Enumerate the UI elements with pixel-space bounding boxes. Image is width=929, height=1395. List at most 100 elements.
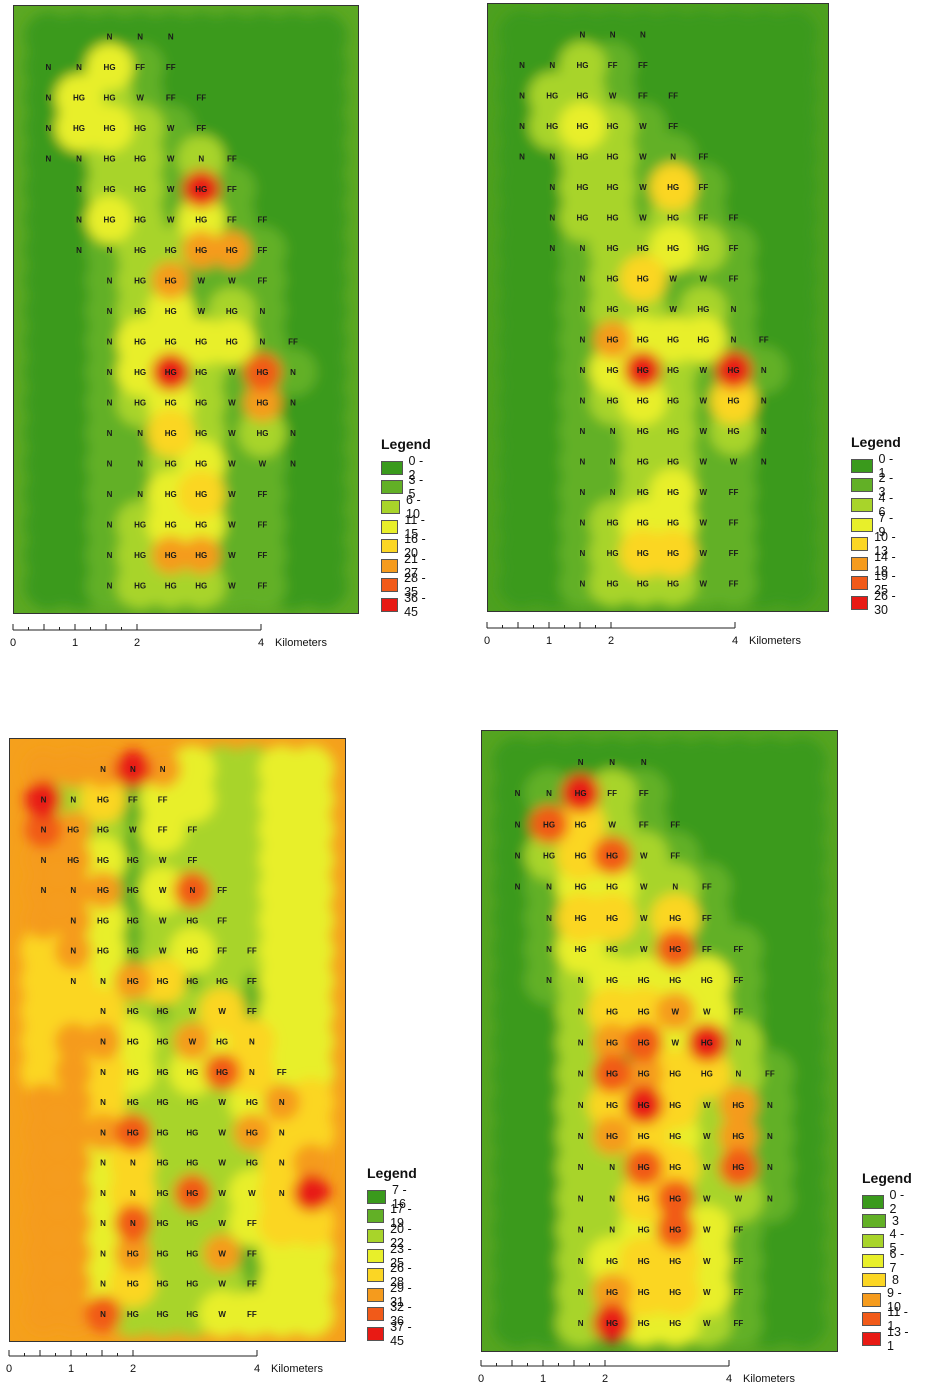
site-label: N [580,549,586,558]
site-label: N [279,1159,285,1168]
legend-label: 0 - 2 [408,453,424,482]
site-label: HG [195,490,207,499]
site-label: HG [728,366,740,375]
site-label: W [700,458,708,467]
site-label: HG [186,1310,198,1319]
site-label: HG [607,549,619,558]
site-label: N [100,1007,106,1016]
legend-swatch [381,578,399,593]
site-label: N [519,122,525,131]
site-label: HG [607,244,619,253]
site-label: N [100,977,106,986]
site-label: W [608,820,616,829]
site-label: N [578,1039,584,1048]
site-label: HG [195,246,207,255]
scale-unit-label: Kilometers [749,635,801,647]
site-label: W [735,1194,743,1203]
density-cell [25,1204,62,1242]
site-label: N [578,976,584,985]
legend-swatch [367,1228,385,1243]
map-frame: N N N N N HG FF FF N HG HG W FF FF N HG HG HG W FF N N HG HG W N F… [9,738,346,1342]
density-cell [54,1264,92,1303]
site-label: FF [247,947,257,956]
legend-item: 26 - 30 [851,589,901,617]
site-label: N [546,976,552,985]
site-label: HG [97,916,109,925]
density-cell [687,1023,727,1062]
site-label: W [640,883,648,892]
site-label: HG [606,1132,618,1141]
site-label: FF [733,1007,743,1016]
site-label: N [549,244,555,253]
legend-item: 14 - 18 [851,550,901,578]
density-cell [54,1113,92,1152]
site-label: FF [247,1219,257,1228]
site-label: HG [246,1128,258,1137]
site-label: HG [543,820,555,829]
site-label: N [578,1070,584,1079]
site-label: FF [729,519,739,528]
site-label: FF [258,582,268,591]
site-label: W [198,276,206,285]
site-label: FF [733,1288,743,1297]
density-cell [79,1078,127,1126]
site-label: W [228,429,236,438]
site-label: W [640,914,648,923]
legend-swatch [367,1326,385,1341]
site-label: HG [576,213,588,222]
site-label: N [100,1038,106,1047]
legend-label: 26 - 30 [874,588,896,617]
site-label: N [761,427,767,436]
density-cell [624,1085,664,1125]
site-label: HG [667,366,679,375]
site-label: N [46,124,52,133]
scale-tick-label: 4 [258,637,264,649]
site-label: N [107,338,113,347]
site-label: N [168,32,174,41]
site-label: FF [258,490,268,499]
site-label: HG [195,429,207,438]
site-label: W [136,93,144,102]
density-cell [54,931,92,970]
map-frame: N N N N N HG FF FF N HG HG W FF FF N HG HG HG W FF N N HG HG W N F… [487,3,829,612]
site-label: W [218,1098,226,1107]
legend-label: 28 - 35 [404,571,426,600]
site-label: N [515,789,521,798]
site-label: HG [165,307,177,316]
site-label: N [578,1163,584,1172]
site-label: W [639,183,647,192]
site-label: HG [667,458,679,467]
legend-swatch [367,1189,387,1204]
legend-label: 6 - 10 [406,492,421,521]
density-cell [139,866,186,914]
site-label: N [580,580,586,589]
site-label: N [290,429,296,438]
legend-label: 11 - 15 [404,512,425,541]
site-label: N [580,244,586,253]
site-label: N [761,397,767,406]
site-label: N [100,1219,106,1228]
density-cell [169,775,216,823]
density-cell [233,1113,271,1152]
site-label: FF [729,488,739,497]
site-label: HG [606,945,618,954]
site-label: HG [127,916,139,925]
legend-item: 28 - 35 [381,571,431,599]
scale-bar: 0 1 2 4 Kilometers [476,1360,816,1395]
site-label: N [580,397,586,406]
site-label: N [100,765,106,774]
site-label: W [167,215,175,224]
site-label: HG [165,368,177,377]
site-label: N [160,765,166,774]
site-label: FF [670,852,680,861]
site-label: N [107,276,113,285]
site-label: HG [637,366,649,375]
density-cell [263,1083,301,1121]
site-label: N [515,852,521,861]
site-label: HG [134,551,146,560]
site-label: FF [698,213,708,222]
site-label: N [578,1226,584,1235]
density-cell [561,773,601,813]
site-label: W [730,458,738,467]
legend-label: 29 - 31 [390,1280,412,1309]
